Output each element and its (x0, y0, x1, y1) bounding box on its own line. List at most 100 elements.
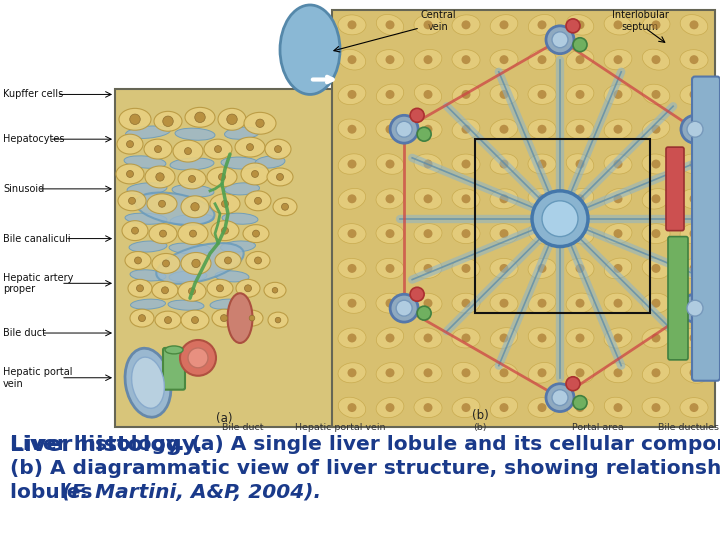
Circle shape (390, 116, 418, 143)
Circle shape (546, 26, 574, 53)
Circle shape (246, 144, 253, 151)
Text: Hepatic artery
proper: Hepatic artery proper (3, 273, 73, 294)
Ellipse shape (680, 84, 708, 104)
Ellipse shape (490, 328, 518, 348)
Ellipse shape (204, 139, 232, 159)
Circle shape (552, 390, 568, 406)
Ellipse shape (414, 84, 441, 105)
Circle shape (500, 299, 508, 308)
Ellipse shape (604, 363, 632, 383)
Ellipse shape (170, 214, 214, 225)
Ellipse shape (338, 293, 366, 313)
Circle shape (652, 55, 660, 64)
Circle shape (652, 90, 660, 99)
Ellipse shape (604, 84, 632, 104)
Ellipse shape (273, 198, 297, 215)
Circle shape (462, 90, 470, 99)
Ellipse shape (338, 49, 366, 70)
Circle shape (396, 300, 412, 316)
Circle shape (385, 194, 395, 203)
Ellipse shape (178, 281, 206, 301)
Ellipse shape (338, 397, 366, 418)
Circle shape (423, 264, 433, 273)
Circle shape (180, 340, 216, 376)
Ellipse shape (241, 163, 269, 185)
Ellipse shape (125, 252, 151, 269)
Ellipse shape (244, 112, 276, 134)
Circle shape (681, 116, 709, 143)
Ellipse shape (170, 158, 214, 170)
Circle shape (575, 403, 585, 412)
Circle shape (163, 116, 174, 126)
Ellipse shape (235, 137, 265, 157)
Ellipse shape (566, 363, 594, 383)
Circle shape (137, 285, 143, 292)
Ellipse shape (452, 293, 480, 313)
Ellipse shape (377, 154, 404, 174)
Circle shape (192, 316, 199, 323)
Ellipse shape (680, 224, 708, 244)
Circle shape (500, 334, 508, 342)
Ellipse shape (528, 84, 556, 104)
Ellipse shape (245, 191, 271, 211)
Circle shape (566, 377, 580, 390)
Ellipse shape (376, 224, 404, 244)
Ellipse shape (154, 111, 182, 131)
Circle shape (500, 55, 508, 64)
Ellipse shape (338, 224, 366, 244)
Ellipse shape (642, 15, 670, 35)
Circle shape (546, 384, 574, 411)
Circle shape (613, 21, 623, 29)
Circle shape (500, 264, 508, 273)
Ellipse shape (181, 253, 211, 274)
Ellipse shape (414, 293, 442, 313)
Ellipse shape (680, 397, 708, 417)
Circle shape (423, 368, 433, 377)
Ellipse shape (152, 253, 180, 273)
Text: (b): (b) (472, 409, 488, 422)
Ellipse shape (338, 328, 366, 348)
Circle shape (245, 285, 251, 292)
Circle shape (163, 260, 169, 267)
Circle shape (385, 90, 395, 99)
Ellipse shape (414, 15, 442, 35)
Ellipse shape (225, 127, 259, 139)
Circle shape (575, 299, 585, 308)
Ellipse shape (116, 164, 144, 184)
Ellipse shape (125, 126, 171, 138)
Circle shape (538, 21, 546, 29)
Circle shape (573, 396, 587, 409)
Ellipse shape (280, 5, 340, 94)
Ellipse shape (149, 224, 177, 244)
Ellipse shape (566, 397, 594, 417)
Text: Central
vein: Central vein (420, 10, 456, 31)
Ellipse shape (604, 258, 631, 279)
Circle shape (566, 19, 580, 33)
Circle shape (272, 287, 278, 293)
Ellipse shape (169, 271, 207, 282)
Ellipse shape (228, 293, 253, 343)
Circle shape (189, 176, 196, 183)
Circle shape (127, 140, 133, 147)
Text: Bile duct: Bile duct (3, 328, 46, 338)
Circle shape (652, 159, 660, 168)
Circle shape (690, 90, 698, 99)
Ellipse shape (642, 49, 670, 70)
Circle shape (348, 55, 356, 64)
Circle shape (423, 334, 433, 342)
Ellipse shape (119, 109, 151, 130)
Ellipse shape (155, 311, 181, 329)
Ellipse shape (566, 50, 594, 70)
Ellipse shape (490, 119, 518, 139)
Circle shape (575, 55, 585, 64)
Circle shape (542, 201, 578, 237)
Circle shape (690, 229, 698, 238)
Circle shape (417, 306, 431, 320)
Circle shape (188, 348, 208, 368)
Circle shape (385, 55, 395, 64)
Circle shape (613, 229, 623, 238)
Circle shape (161, 287, 168, 294)
Circle shape (256, 119, 264, 127)
Circle shape (462, 159, 470, 168)
Circle shape (385, 299, 395, 308)
